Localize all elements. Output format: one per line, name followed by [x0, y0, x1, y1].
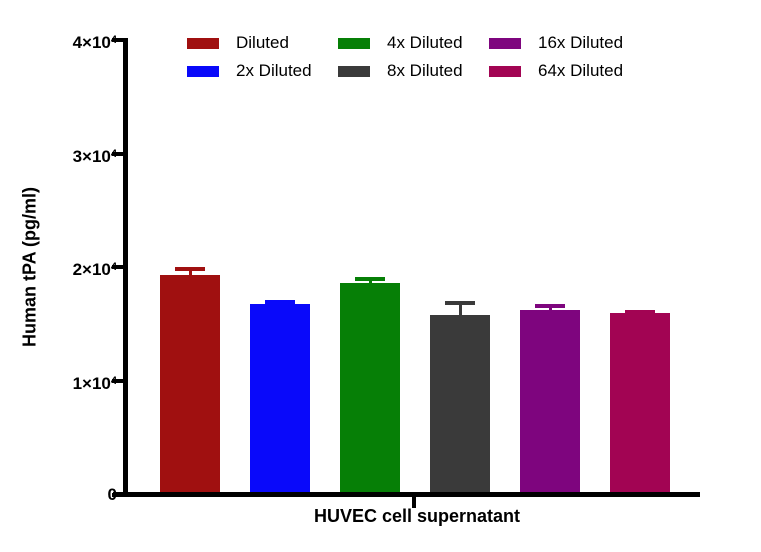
legend-label-64x-diluted: 64x Diluted — [538, 61, 624, 80]
bar-16x-diluted — [520, 310, 580, 492]
legend-label-2x-diluted: 2x Diluted — [236, 61, 312, 80]
y-tick-20000 — [112, 265, 124, 270]
legend-item-4x-diluted: 4x Diluted — [338, 29, 489, 57]
bar-4x-diluted — [340, 283, 400, 492]
bar-diluted — [160, 275, 220, 492]
y-tick-40000 — [112, 38, 124, 42]
legend-swatch-4x-diluted — [338, 37, 370, 49]
y-tick-10000 — [112, 378, 124, 383]
legend-label-4x-diluted: 4x Diluted — [387, 33, 463, 52]
y-tick-0 — [112, 492, 124, 497]
y-tick-label-10000: 1×104 — [72, 373, 117, 393]
error-bar-cap-8x-diluted — [445, 301, 475, 306]
error-bar-cap-4x-diluted — [355, 277, 385, 282]
error-bar-stem-16x-diluted — [548, 307, 552, 311]
error-bar-stem-diluted — [188, 271, 192, 276]
y-tick-label-30000: 3×104 — [72, 146, 117, 166]
error-bar-stem-8x-diluted — [458, 305, 462, 315]
x-axis-title: HUVEC cell supernatant — [313, 506, 521, 526]
error-bar-stem-4x-diluted — [368, 281, 372, 284]
bar-2x-diluted — [250, 303, 310, 492]
error-bar-cap-diluted — [175, 267, 205, 272]
error-bar-cap-2x-diluted — [265, 300, 295, 305]
legend-swatch-diluted — [187, 37, 219, 49]
y-tick-30000 — [112, 151, 124, 156]
legend-swatch-8x-diluted — [338, 65, 370, 77]
y-tick-label-0: 0 — [107, 484, 117, 504]
y-tick-label-40000: 4×104 — [72, 33, 117, 52]
legend-label-diluted: Diluted — [236, 33, 289, 52]
legend-item-diluted: Diluted — [187, 29, 338, 57]
legend-item-8x-diluted: 8x Diluted — [338, 57, 489, 85]
legend-item-64x-diluted: 64x Diluted — [489, 57, 640, 85]
y-tick-label-20000: 2×104 — [72, 260, 117, 280]
legend-item-2x-diluted: 2x Diluted — [187, 57, 338, 85]
y-axis-line — [123, 38, 128, 497]
legend-swatch-2x-diluted — [187, 65, 219, 77]
legend-label-8x-diluted: 8x Diluted — [387, 61, 463, 80]
legend-swatch-64x-diluted — [489, 65, 521, 77]
x-axis-line — [113, 492, 700, 497]
legend: Diluted 2x Diluted 4x Diluted 8x Diluted 16x… — [187, 29, 640, 85]
legend-swatch-16x-diluted — [489, 37, 521, 49]
legend-label-16x-diluted: 16x Diluted — [538, 33, 624, 52]
bar-8x-diluted — [430, 314, 490, 492]
x-axis-tick — [412, 497, 416, 508]
error-bar-cap-16x-diluted — [535, 303, 565, 308]
legend-item-16x-diluted: 16x Diluted — [489, 29, 640, 57]
error-bar-cap-64x-diluted — [625, 310, 655, 315]
bar-64x-diluted — [610, 312, 670, 492]
